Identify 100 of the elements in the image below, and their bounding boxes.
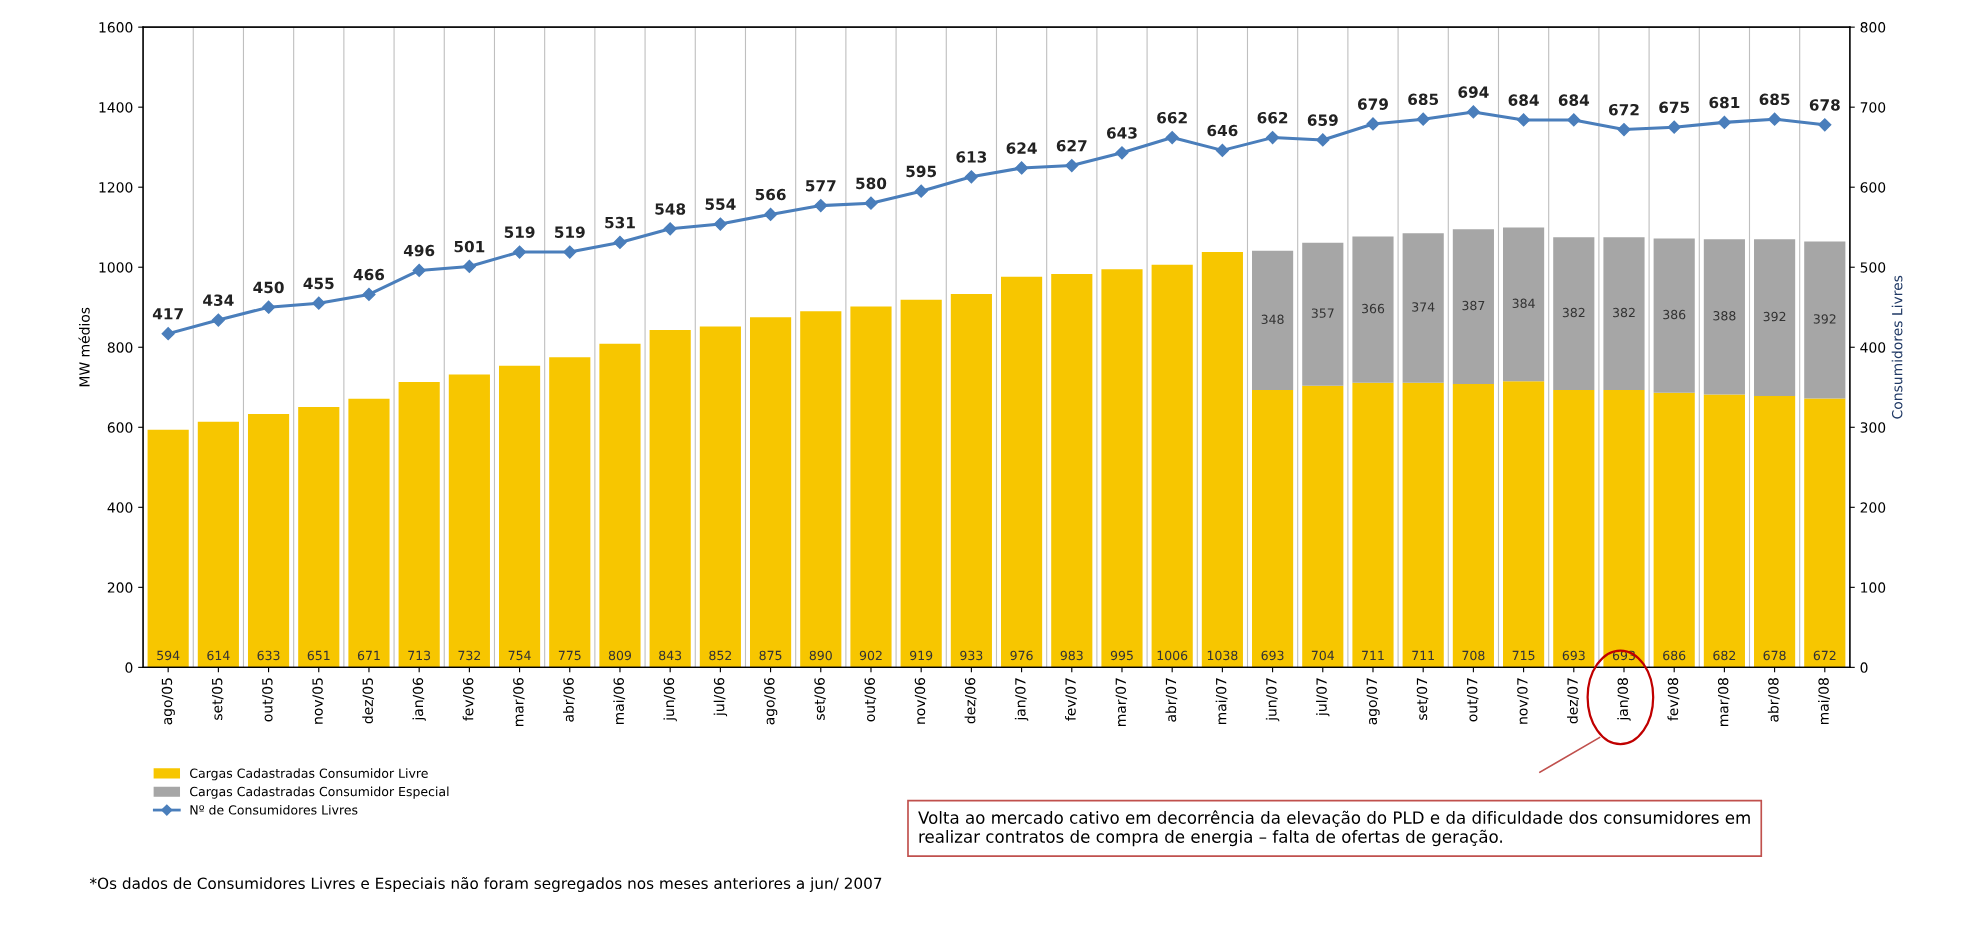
bar [1452, 229, 1494, 385]
data-label: 357 [1311, 308, 1334, 318]
x-tick-label: mai/08 [1818, 678, 1830, 725]
data-label: 678 [1809, 99, 1840, 111]
data-label: 693 [1261, 650, 1284, 661]
x-tick-label: jan/08 [1617, 678, 1631, 721]
data-label: 651 [307, 650, 330, 661]
bar [147, 429, 189, 668]
data-label: 662 [1257, 111, 1288, 124]
data-label: 919 [910, 650, 933, 661]
bar [398, 382, 440, 668]
legend-label: Nº de Consumidores Livres [190, 804, 358, 815]
x-tick-label: dez/05 [362, 678, 375, 724]
x-tick-label: ago/05 [161, 678, 175, 725]
y2-axis-title: Consumidores Livres [1891, 275, 1903, 419]
x-tick-label: jul/07 [1316, 678, 1330, 717]
data-label: 685 [1408, 93, 1439, 106]
data-label: 711 [1412, 650, 1434, 660]
data-label: 417 [152, 308, 183, 320]
bar [1001, 276, 1043, 668]
x-tick-label: mar/07 [1115, 678, 1128, 726]
point [1567, 113, 1581, 127]
point [1517, 113, 1531, 127]
y-tick-label: 1200 [99, 182, 133, 193]
point [261, 300, 276, 314]
y-tick-label: 600 [107, 422, 133, 433]
bar [1804, 241, 1846, 399]
data-label: 519 [555, 226, 585, 238]
data-label: 708 [1462, 650, 1485, 661]
point [1416, 112, 1430, 126]
data-label: 671 [357, 650, 380, 661]
x-tick-label: abr/08 [1767, 678, 1780, 722]
x-tick-label: mar/06 [513, 677, 525, 726]
point [462, 259, 476, 274]
bar [197, 421, 239, 668]
data-label: 694 [1458, 86, 1489, 98]
data-label: 983 [1060, 650, 1083, 661]
bar [749, 317, 792, 668]
point [713, 217, 727, 231]
point [512, 245, 527, 259]
data-label: 672 [1813, 650, 1836, 661]
bar [599, 343, 641, 668]
y-tick-label: 1000 [99, 262, 133, 273]
x-tick-label: set/05 [211, 678, 224, 720]
point [1065, 159, 1079, 173]
y-tick-label: 400 [107, 502, 133, 513]
data-label: 624 [1006, 142, 1037, 154]
y-tick-label: 0 [125, 662, 133, 673]
y-tick-label: 800 [107, 342, 133, 353]
point [1115, 146, 1129, 160]
data-label: 384 [1512, 298, 1535, 309]
bar [1703, 239, 1745, 395]
data-label: 496 [403, 244, 435, 257]
data-label: 627 [1056, 139, 1087, 152]
bar [1051, 274, 1093, 668]
bar [1352, 236, 1394, 383]
x-tick-label: out/07 [1466, 678, 1479, 722]
x-tick-label: dez/07 [1567, 678, 1579, 724]
y-axis-title: MW médios [78, 307, 90, 387]
bar [1402, 233, 1444, 383]
data-label: 1006 [1157, 650, 1188, 661]
bar [498, 365, 541, 668]
bar [1302, 385, 1344, 668]
bar [1553, 237, 1595, 391]
x-tick-label: mai/06 [613, 677, 626, 725]
data-label: 852 [709, 650, 732, 661]
point [1768, 112, 1782, 126]
data-label: 382 [1562, 307, 1585, 318]
point [1366, 117, 1380, 131]
point [1165, 130, 1179, 145]
bar [1804, 398, 1846, 668]
data-label: 387 [1462, 300, 1485, 311]
bar [649, 330, 691, 668]
bar [1201, 252, 1243, 668]
bar [900, 299, 942, 668]
data-label: 715 [1512, 650, 1535, 661]
data-label: 843 [659, 650, 682, 661]
data-label: 519 [504, 226, 535, 238]
x-tick-label: ago/07 [1366, 678, 1380, 725]
bar [1553, 390, 1595, 668]
y2-tick-label: 100 [1861, 582, 1886, 593]
x-tick-label: fev/06 [462, 677, 475, 721]
data-label: 633 [257, 650, 280, 661]
point [814, 199, 828, 213]
point [563, 245, 577, 259]
y2-tick-label: 300 [1860, 422, 1886, 433]
point [613, 235, 627, 250]
bar [1252, 250, 1294, 391]
data-label: 366 [1362, 303, 1385, 314]
bar [1754, 239, 1796, 397]
point [964, 170, 978, 184]
data-label: 684 [1558, 94, 1590, 106]
bar [1151, 264, 1193, 668]
x-tick-label: abr/07 [1165, 678, 1178, 722]
bar [1703, 394, 1745, 668]
data-label: 675 [1659, 101, 1690, 114]
data-label: 681 [1709, 96, 1740, 109]
point [1265, 130, 1280, 145]
data-label: 501 [454, 240, 485, 253]
point [362, 287, 376, 302]
